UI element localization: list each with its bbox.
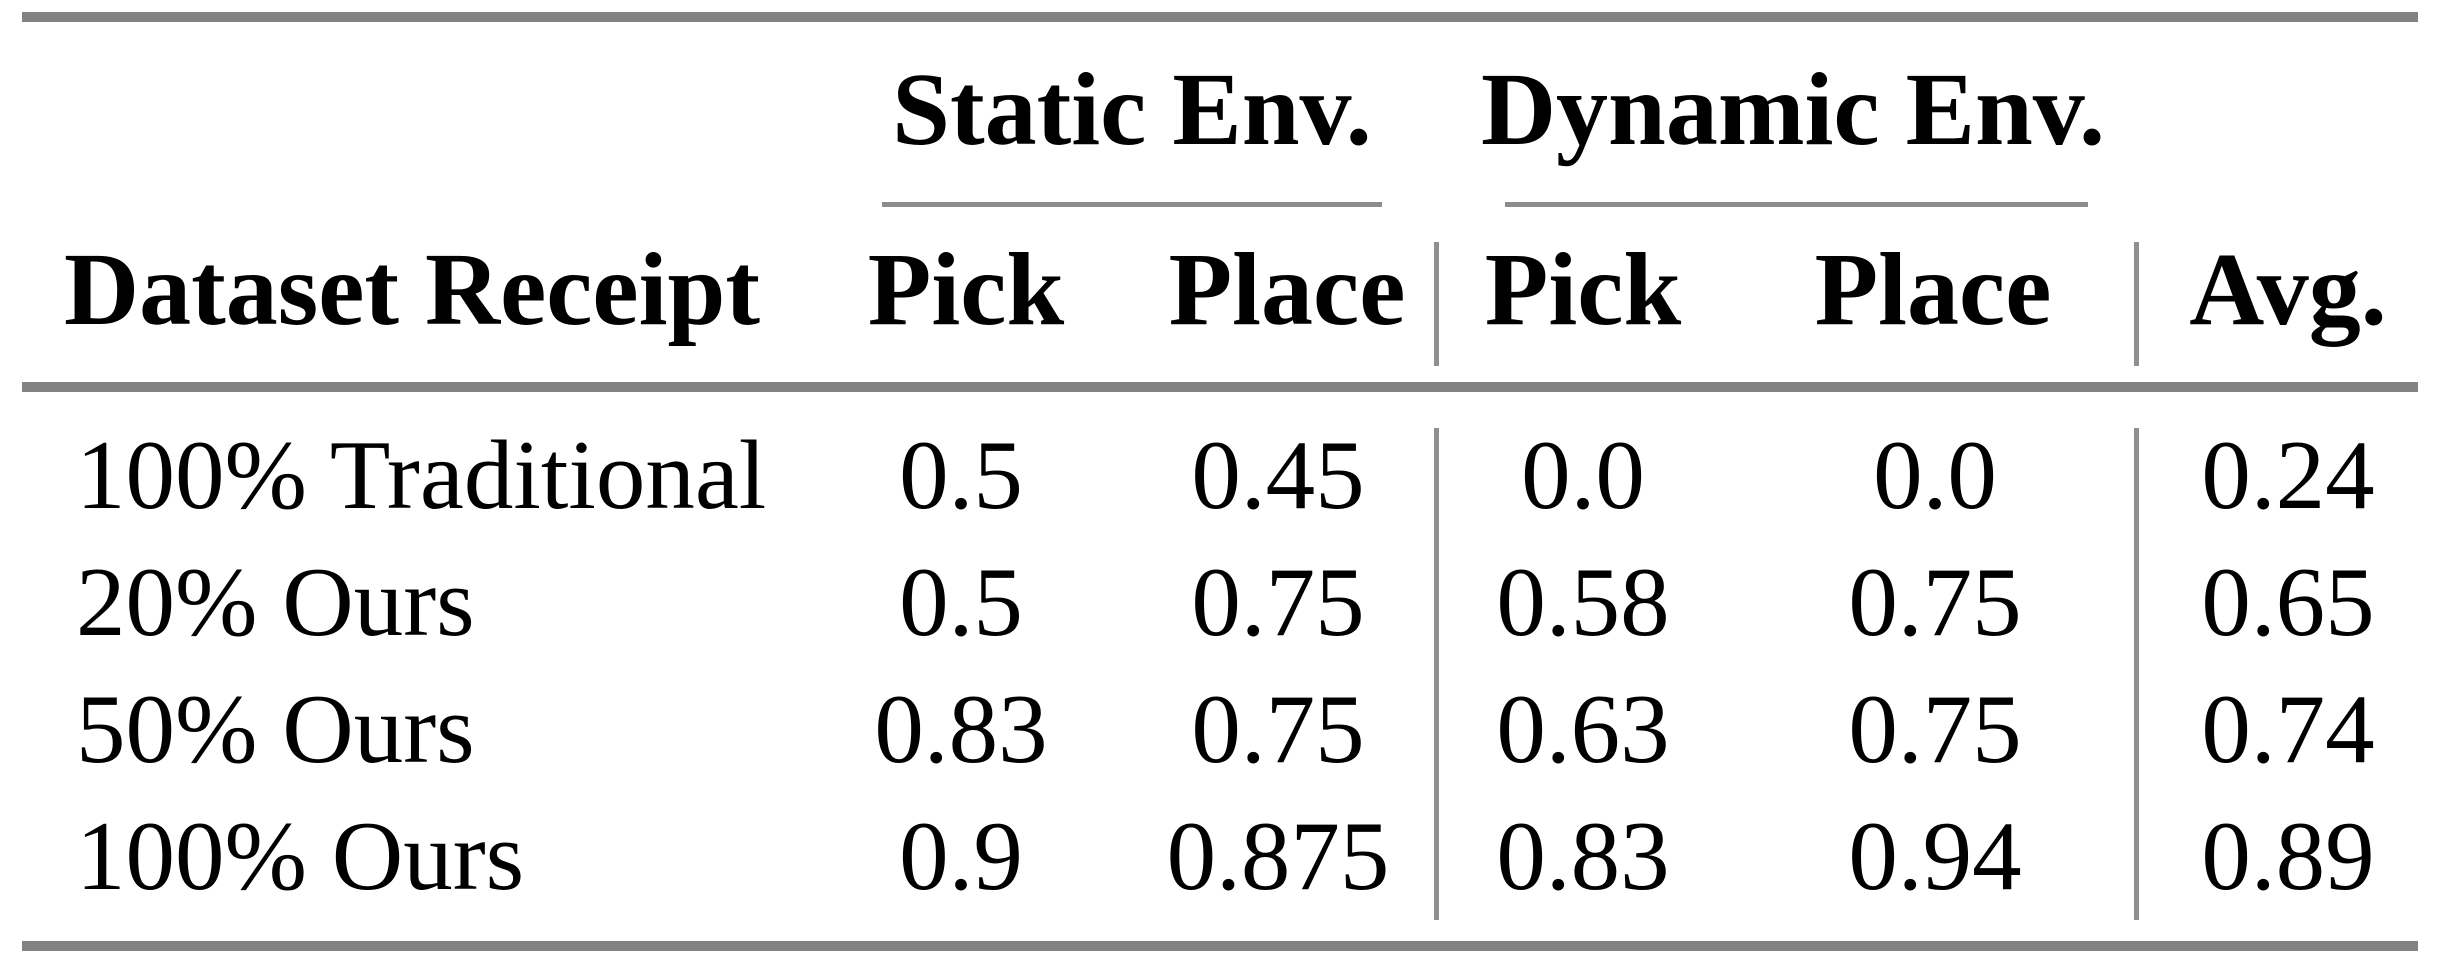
column-header-static-place: Place: [1168, 232, 1406, 347]
row-label: 50% Ours: [76, 675, 475, 784]
cell-static-place: 0.75: [1191, 548, 1365, 657]
group-header-dynamic-env: Dynamic Env.: [1480, 52, 2106, 167]
cell-static-place: 0.75: [1191, 675, 1365, 784]
cell-avg: 0.89: [2201, 802, 2375, 911]
cell-dynamic-pick: 0.58: [1496, 548, 1670, 657]
cell-avg: 0.74: [2201, 675, 2375, 784]
bottom-rule: [22, 941, 2418, 951]
cell-dynamic-pick: 0.63: [1496, 675, 1670, 784]
cell-static-place: 0.875: [1166, 802, 1390, 911]
group-header-static-env: Static Env.: [892, 52, 1372, 167]
column-header-avg: Avg.: [2189, 232, 2387, 347]
cell-static-place: 0.45: [1191, 421, 1365, 530]
column-header-static-pick: Pick: [867, 232, 1065, 347]
cell-dynamic-place: 0.75: [1848, 675, 2022, 784]
divider-static-dynamic-header: [1434, 242, 1439, 366]
cell-dynamic-pick: 0.83: [1496, 802, 1670, 911]
cell-static-pick: 0.9: [899, 802, 1023, 911]
cell-static-pick: 0.5: [899, 421, 1023, 530]
cell-static-pick: 0.5: [899, 548, 1023, 657]
cell-dynamic-place: 0.75: [1848, 548, 2022, 657]
cell-dynamic-pick: 0.0: [1521, 421, 1645, 530]
column-header-dynamic-pick: Pick: [1484, 232, 1682, 347]
cell-dynamic-place: 0.0: [1873, 421, 1997, 530]
divider-static-dynamic-body: [1434, 428, 1439, 920]
column-header-dataset-receipt: Dataset Receipt: [64, 232, 760, 347]
column-header-dynamic-place: Place: [1814, 232, 2052, 347]
cell-dynamic-place: 0.94: [1848, 802, 2022, 911]
divider-dynamic-avg-body: [2134, 428, 2139, 920]
header-rule: [22, 382, 2418, 392]
row-label: 20% Ours: [76, 548, 475, 657]
top-rule: [22, 12, 2418, 22]
dynamic-env-underline: [1505, 202, 2088, 207]
row-label: 100% Ours: [76, 802, 525, 911]
cell-static-pick: 0.83: [874, 675, 1048, 784]
divider-dynamic-avg-header: [2134, 242, 2139, 366]
row-label: 100% Traditional: [76, 421, 767, 530]
cell-avg: 0.65: [2201, 548, 2375, 657]
cell-avg: 0.24: [2201, 421, 2375, 530]
static-env-underline: [882, 202, 1382, 207]
